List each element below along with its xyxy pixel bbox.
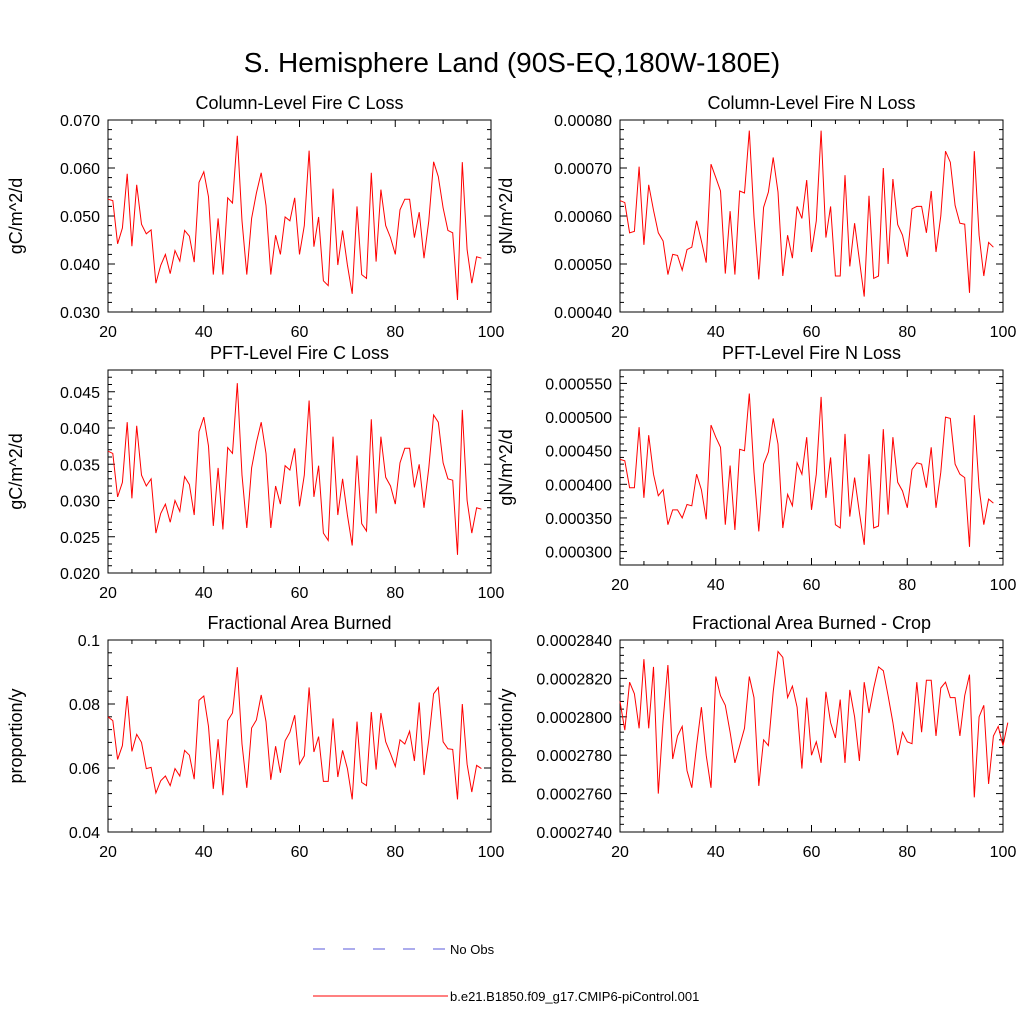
y-axis-label: gC/m^2/d	[6, 433, 26, 509]
y-tick-label: 0.00060	[554, 209, 612, 226]
x-tick-label: 80	[898, 844, 916, 861]
x-tick-label: 60	[291, 324, 309, 341]
y-tick-label: 0.0002840	[536, 633, 612, 650]
x-tick-label: 100	[478, 844, 505, 861]
x-tick-label: 60	[803, 844, 821, 861]
series-line	[107, 383, 482, 555]
chart-title: Fractional Area Burned - Crop	[692, 613, 931, 633]
y-tick-label: 0.050	[60, 209, 100, 226]
x-tick-label: 40	[195, 585, 213, 602]
y-tick-label: 0.025	[60, 530, 100, 547]
chart-title: Fractional Area Burned	[207, 613, 391, 633]
x-tick-label: 60	[803, 577, 821, 594]
plot-frame	[619, 119, 1004, 313]
y-axis-label: proportion/y	[496, 688, 516, 783]
y-axis-label: proportion/y	[6, 688, 26, 783]
x-tick-label: 80	[898, 324, 916, 341]
x-tick-label: 20	[99, 844, 117, 861]
series-line	[619, 650, 1009, 798]
y-tick-label: 0.035	[60, 457, 100, 474]
plot-frame	[107, 119, 492, 313]
x-tick-label: 80	[898, 577, 916, 594]
x-tick-label: 80	[386, 585, 404, 602]
x-tick-label: 40	[707, 577, 725, 594]
y-tick-label: 0.08	[69, 697, 100, 714]
y-tick-label: 0.000300	[545, 545, 612, 562]
x-tick-label: 40	[195, 324, 213, 341]
x-tick-label: 100	[990, 324, 1017, 341]
panel-fractional-area-burned-crop: 20 40 60 80 100 0.0002740 0.0002760 0.0002780 0.…	[496, 613, 1016, 861]
y-tick-label: 0.030	[60, 494, 100, 511]
y-tick-label: 0.00080	[554, 113, 612, 130]
x-tick-label: 100	[478, 324, 505, 341]
page-title: S. Hemisphere Land (90S-EQ,180W-180E)	[244, 47, 780, 78]
y-tick-label: 0.00070	[554, 161, 612, 178]
chart-title: PFT-Level Fire C Loss	[210, 343, 389, 363]
y-tick-label: 0.0002820	[536, 671, 612, 688]
y-tick-label: 0.00050	[554, 257, 612, 274]
y-tick-label: 0.060	[60, 161, 100, 178]
y-tick-label: 0.000550	[545, 376, 612, 393]
panel-fractional-area-burned: 20 40 60 80 100 0.04 0.06 0.08 0.1 Fractional Are…	[6, 613, 504, 861]
y-tick-label: 0.000350	[545, 511, 612, 528]
y-tick-label: 0.0002780	[536, 748, 612, 765]
y-tick-label: 0.000500	[545, 410, 612, 427]
plot-frame	[619, 369, 1004, 566]
y-tick-label: 0.04	[69, 825, 100, 842]
x-tick-label: 60	[291, 585, 309, 602]
panel-pft-fire-n-loss: 20 40 60 80 100 0.000300 0.000350 0.000400 0.000…	[496, 343, 1016, 594]
y-axis-label: gC/m^2/d	[6, 178, 26, 254]
x-tick-label: 40	[707, 324, 725, 341]
plot-frame	[107, 369, 492, 574]
x-tick-label: 100	[990, 577, 1017, 594]
y-tick-label: 0.1	[78, 633, 100, 650]
chart-title: PFT-Level Fire N Loss	[722, 343, 901, 363]
y-tick-label: 0.070	[60, 113, 100, 130]
x-tick-label: 20	[99, 585, 117, 602]
chart-title: Column-Level Fire N Loss	[707, 93, 915, 113]
x-tick-label: 20	[611, 324, 629, 341]
y-tick-label: 0.0002800	[536, 710, 612, 727]
x-tick-label: 20	[99, 324, 117, 341]
legend-model-label: b.e21.B1850.f09_g17.CMIP6-piControl.001	[450, 989, 699, 1004]
y-tick-label: 0.0002740	[536, 825, 612, 842]
y-tick-label: 0.000450	[545, 444, 612, 461]
y-tick-label: 0.00040	[554, 305, 612, 322]
y-tick-label: 0.030	[60, 305, 100, 322]
y-tick-label: 0.040	[60, 421, 100, 438]
y-tick-label: 0.0002760	[536, 787, 612, 804]
y-tick-label: 0.040	[60, 257, 100, 274]
y-tick-label: 0.020	[60, 566, 100, 583]
x-tick-label: 60	[803, 324, 821, 341]
y-tick-label: 0.045	[60, 385, 100, 402]
series-line	[619, 130, 994, 297]
x-tick-label: 60	[291, 844, 309, 861]
y-tick-label: 0.06	[69, 761, 100, 778]
series-line	[107, 135, 482, 301]
series-line	[619, 393, 994, 547]
panel-column-fire-n-loss: 20 40 60 80 100 0.00040 0.00050 0.00060 0.00070 0…	[496, 93, 1016, 341]
x-tick-label: 40	[195, 844, 213, 861]
panel-column-fire-c-loss: 20 40 60 80 100 0.030 0.040 0.050 0.060 0.070 Colu…	[6, 93, 504, 341]
chart-title: Column-Level Fire C Loss	[195, 93, 403, 113]
y-tick-label: 0.000400	[545, 477, 612, 494]
x-tick-label: 80	[386, 324, 404, 341]
panel-pft-fire-c-loss: 20 40 60 80 100 0.020 0.025 0.030 0.035 0.040 0.04…	[6, 343, 504, 602]
plot-frame	[107, 639, 492, 833]
x-tick-label: 100	[478, 585, 505, 602]
x-tick-label: 100	[990, 844, 1017, 861]
y-axis-label: gN/m^2/d	[496, 429, 516, 505]
legend-no-obs-label: No Obs	[450, 942, 495, 957]
series-line	[107, 667, 482, 800]
x-tick-label: 20	[611, 844, 629, 861]
x-tick-label: 40	[707, 844, 725, 861]
x-tick-label: 20	[611, 577, 629, 594]
legend: No Obs b.e21.B1850.f09_g17.CMIP6-piContr…	[313, 942, 699, 1004]
x-tick-label: 80	[386, 844, 404, 861]
y-axis-label: gN/m^2/d	[496, 178, 516, 254]
